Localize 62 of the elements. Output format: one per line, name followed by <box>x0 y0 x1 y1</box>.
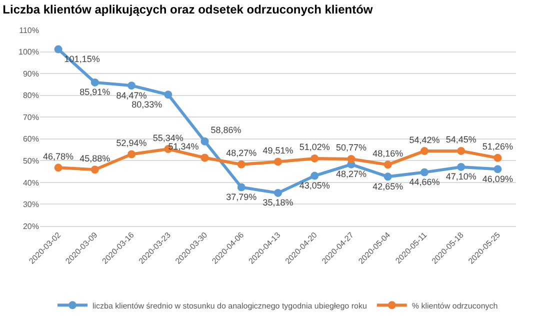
point <box>384 172 392 181</box>
y-tick-label: 70% <box>22 112 39 122</box>
point <box>164 90 172 99</box>
data-label: 48,27% <box>336 169 366 180</box>
data-label: 46,09% <box>482 174 513 184</box>
point <box>90 78 99 86</box>
data-label: 35,18% <box>262 198 294 208</box>
point <box>310 172 319 180</box>
y-tick-label: 80% <box>22 91 39 100</box>
data-label: 46,78% <box>43 151 74 162</box>
y-tick-label: 100% <box>18 48 39 57</box>
point <box>494 165 502 174</box>
point <box>310 154 319 162</box>
legend-label: % klientów odrzuconych <box>412 301 498 310</box>
point <box>420 147 428 156</box>
data-label: 52,94% <box>116 138 147 148</box>
point <box>274 158 282 166</box>
point <box>128 150 136 158</box>
y-tick-label: 40% <box>22 178 39 188</box>
point <box>90 166 99 174</box>
data-label: 44,66% <box>409 177 440 188</box>
point <box>237 160 246 168</box>
data-label: 45,88% <box>80 153 110 164</box>
point <box>54 164 62 172</box>
point <box>274 188 282 197</box>
data-label: 54,42% <box>409 134 440 145</box>
y-tick-label: 30% <box>22 200 39 210</box>
point <box>200 137 209 146</box>
point <box>128 82 136 90</box>
point <box>457 162 466 171</box>
chart-title: Liczba klientów aplikujących oraz odsetek odrzuconych klientów <box>2 2 374 16</box>
point <box>457 146 466 155</box>
point <box>54 45 62 54</box>
data-label: 42,65% <box>372 181 404 192</box>
point <box>494 154 502 162</box>
data-label: 51,34% <box>168 142 199 152</box>
point <box>237 183 246 192</box>
data-label: 54,45% <box>446 134 476 145</box>
y-tick-label: 20% <box>22 222 39 231</box>
data-label: 84,47% <box>116 90 147 100</box>
point <box>420 168 428 176</box>
data-label: 50,77% <box>336 142 366 153</box>
data-label: 58,86% <box>210 125 242 136</box>
data-label: 48,16% <box>372 148 404 158</box>
point <box>200 154 209 162</box>
point <box>347 154 356 163</box>
data-label: 48,27% <box>226 148 257 158</box>
data-label: 47,10% <box>446 172 476 182</box>
data-label: 80,33% <box>132 99 162 110</box>
data-label: 85,91% <box>80 87 110 98</box>
data-label: 37,79% <box>226 192 257 202</box>
y-tick-label: 50% <box>22 156 39 166</box>
y-tick-label: 110% <box>19 26 39 35</box>
point <box>384 160 392 169</box>
data-label: 51,02% <box>299 142 330 152</box>
data-label: 55,34% <box>152 132 184 143</box>
legend-label: liczba klientów średnio w stosunku do analogicznego tygodnia ubiegłego roku <box>92 301 367 310</box>
y-tick-label: 90% <box>22 69 39 78</box>
data-label: 49,51% <box>262 145 294 156</box>
data-label: 43,05% <box>299 180 330 191</box>
y-tick-label: 60% <box>22 134 39 144</box>
data-label: 51,26% <box>482 142 513 152</box>
